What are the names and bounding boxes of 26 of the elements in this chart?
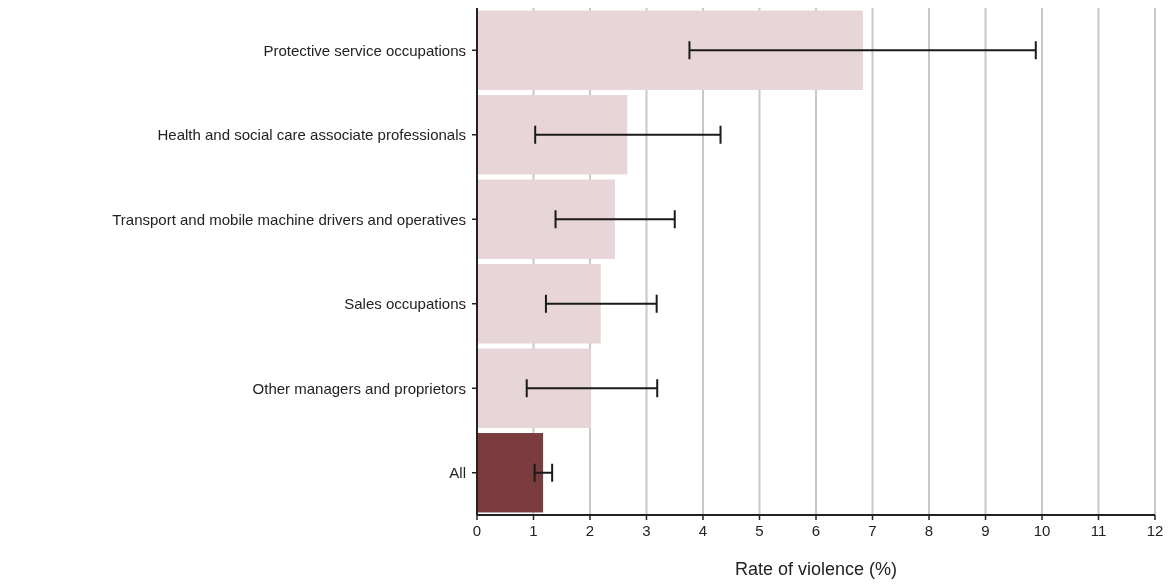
x-tick-label: 4 [698,522,708,539]
x-tick-label: 5 [755,522,764,539]
x-tick-label: 12 [1146,522,1164,539]
x-tick-label: 11 [1090,522,1107,539]
bar [477,95,628,175]
y-tick-label: Health and social care associate professionals [157,126,466,143]
x-tick-label: 10 [1033,522,1051,539]
x-tick-label: 6 [811,522,821,539]
x-tick-label: 8 [924,522,934,539]
bar [477,264,601,344]
x-tick-label: 3 [642,522,651,539]
x-tick-label: 2 [585,522,595,539]
bar [477,179,615,259]
bar [477,10,863,90]
y-tick-label: All [449,464,466,481]
y-tick-label: Protective service occupations [263,41,466,59]
bar [477,433,544,513]
y-tick-label: Transport and mobile machine drivers and operatives [112,210,466,228]
x-axis-title: Rate of violence (%) [734,559,898,579]
bar [477,348,592,428]
x-tick-label: 9 [981,522,990,539]
x-tick-label: 1 [529,522,538,539]
x-tick-label: 7 [868,522,877,539]
x-tick-label: 0 [472,522,482,539]
y-tick-label: Other managers and proprietors [252,379,466,397]
y-tick-label: Sales occupations [344,295,466,312]
